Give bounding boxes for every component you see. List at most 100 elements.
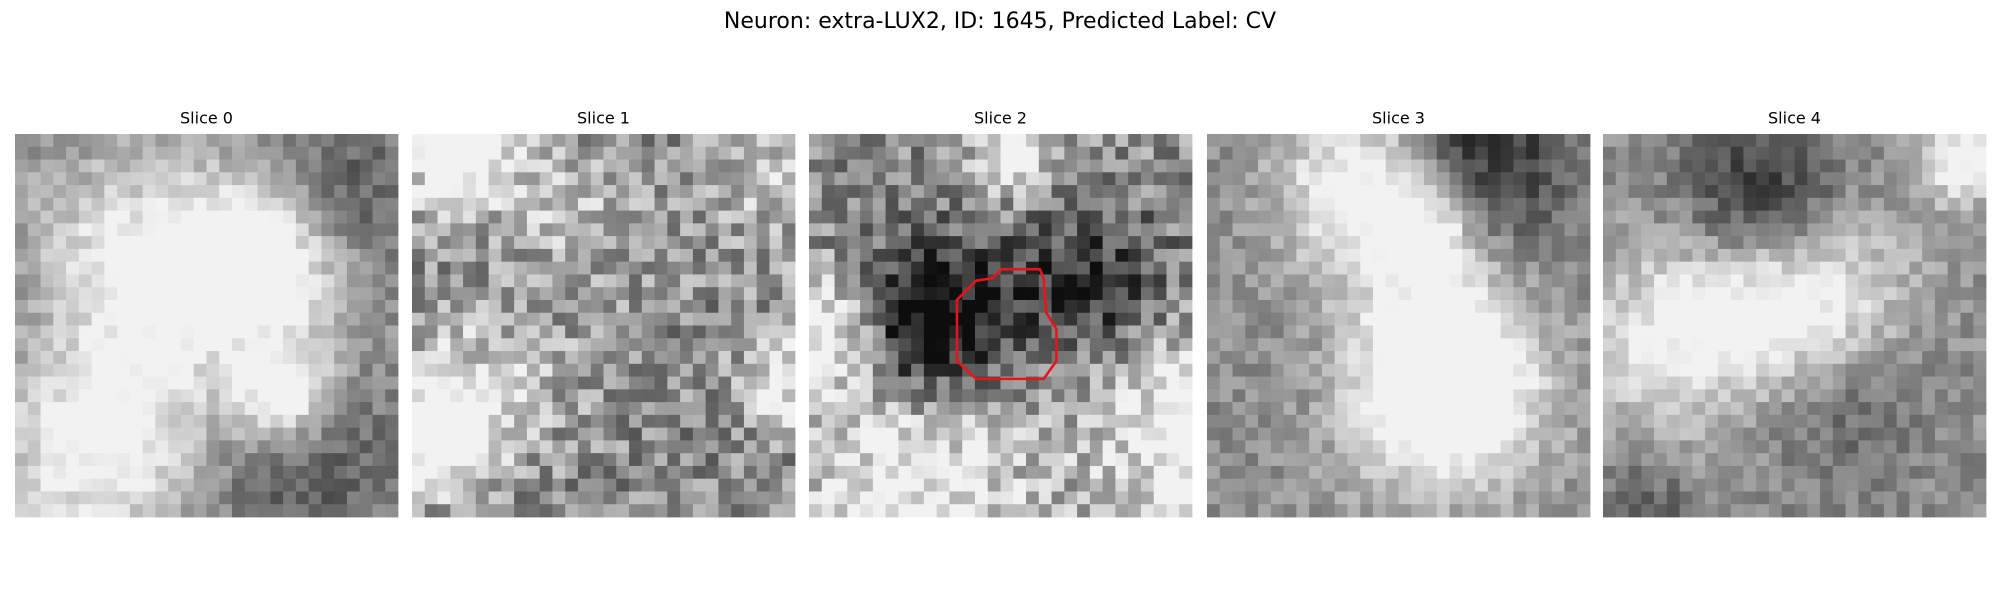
pixel bbox=[308, 146, 322, 160]
pixel bbox=[1385, 197, 1399, 211]
pixel bbox=[232, 440, 246, 454]
pixel bbox=[488, 427, 502, 441]
pixel bbox=[1321, 287, 1336, 301]
pixel bbox=[283, 363, 297, 377]
pixel bbox=[1603, 274, 1617, 288]
pixel bbox=[1000, 363, 1014, 377]
pixel bbox=[962, 312, 976, 326]
pixel bbox=[552, 197, 566, 211]
pixel bbox=[1807, 197, 1821, 211]
pixel bbox=[27, 504, 41, 518]
pixel bbox=[1436, 197, 1450, 211]
pixel bbox=[1179, 223, 1193, 237]
pixel bbox=[1705, 440, 1719, 454]
pixel bbox=[117, 376, 131, 390]
pixel bbox=[949, 504, 963, 518]
pixel bbox=[27, 299, 41, 314]
pixel bbox=[860, 389, 874, 403]
pixel bbox=[1551, 363, 1565, 377]
pixel bbox=[1858, 504, 1872, 518]
pixel bbox=[1500, 491, 1514, 505]
pixel bbox=[1871, 363, 1885, 377]
pixel bbox=[53, 248, 67, 263]
pixel bbox=[1500, 338, 1514, 352]
pixel bbox=[1232, 146, 1246, 160]
pixel bbox=[1270, 261, 1284, 275]
pixel bbox=[15, 504, 29, 518]
pixel bbox=[1513, 299, 1527, 314]
pixel bbox=[1372, 134, 1387, 148]
pixel bbox=[1232, 440, 1246, 454]
pixel bbox=[1424, 504, 1438, 518]
pixel bbox=[1321, 299, 1336, 314]
pixel bbox=[911, 376, 925, 390]
pixel bbox=[295, 299, 310, 314]
pixel bbox=[743, 299, 758, 314]
pixel bbox=[629, 274, 643, 288]
pixel bbox=[1153, 427, 1167, 441]
pixel bbox=[590, 491, 604, 505]
pixel bbox=[1245, 159, 1259, 173]
pixel bbox=[743, 376, 758, 390]
pixel bbox=[1603, 504, 1617, 518]
pixel bbox=[1207, 440, 1221, 454]
pixel bbox=[437, 427, 451, 441]
pixel bbox=[1309, 440, 1323, 454]
pixel bbox=[923, 299, 938, 314]
pixel bbox=[40, 363, 54, 377]
pixel bbox=[1922, 338, 1936, 352]
pixel bbox=[1845, 172, 1859, 186]
pixel bbox=[346, 465, 361, 480]
pixel bbox=[667, 389, 681, 403]
pixel bbox=[437, 248, 451, 263]
pixel bbox=[283, 146, 297, 160]
pixel bbox=[1051, 376, 1065, 390]
pixel bbox=[654, 427, 668, 441]
pixel bbox=[1871, 274, 1885, 288]
pixel bbox=[514, 465, 528, 480]
pixel bbox=[834, 172, 848, 186]
pixel bbox=[1883, 351, 1898, 365]
pixel bbox=[1051, 299, 1065, 314]
pixel bbox=[295, 453, 310, 467]
pixel bbox=[629, 414, 643, 429]
pixel bbox=[372, 465, 386, 480]
pixel bbox=[463, 185, 477, 199]
pixel bbox=[1360, 389, 1374, 403]
pixel bbox=[1475, 504, 1489, 518]
pixel bbox=[1641, 363, 1655, 377]
pixel bbox=[334, 197, 348, 211]
pixel bbox=[1128, 427, 1142, 441]
pixel bbox=[66, 491, 80, 505]
pixel bbox=[552, 363, 566, 377]
pixel bbox=[1347, 172, 1361, 186]
pixel bbox=[1743, 402, 1757, 416]
pixel bbox=[142, 287, 156, 301]
pixel bbox=[1258, 389, 1272, 403]
pixel bbox=[1513, 185, 1527, 199]
pixel bbox=[1347, 440, 1361, 454]
pixel bbox=[1934, 491, 1949, 505]
pixel bbox=[1270, 274, 1284, 288]
pixel bbox=[1128, 351, 1142, 365]
pixel bbox=[898, 351, 912, 365]
pixel bbox=[1487, 172, 1502, 186]
pixel bbox=[1398, 223, 1412, 237]
pixel bbox=[1309, 338, 1323, 352]
pixel bbox=[66, 325, 80, 339]
pixel bbox=[1526, 134, 1540, 148]
pixel bbox=[501, 478, 515, 492]
pixel bbox=[1781, 363, 1795, 377]
pixel bbox=[743, 453, 758, 467]
pixel bbox=[1424, 185, 1438, 199]
pixel bbox=[1026, 146, 1040, 160]
pixel bbox=[1462, 376, 1476, 390]
pixel bbox=[743, 287, 758, 301]
pixel bbox=[180, 223, 195, 237]
pixel bbox=[718, 363, 732, 377]
pixel bbox=[475, 261, 489, 275]
pixel bbox=[526, 159, 541, 173]
pixel bbox=[1115, 440, 1129, 454]
pixel bbox=[295, 185, 310, 199]
pixel bbox=[412, 414, 426, 429]
